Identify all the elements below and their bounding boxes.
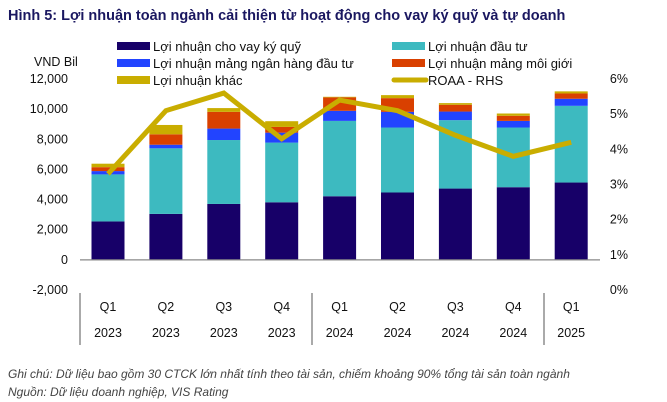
bar-segment [438,188,472,260]
bar-segment [265,142,299,203]
bar-segment [91,167,125,172]
bar-segment [323,196,357,260]
bar-segment [91,221,125,260]
y-tick-label: 2,000 [37,223,68,237]
bar-segment [265,121,299,127]
y-tick-label: 8,000 [37,132,68,146]
legend-swatch [117,42,150,50]
footnote: Ghi chú: Dữ liệu bao gồm 30 CTCK lớn nhấ… [8,367,570,381]
bar-segment [554,98,588,106]
bar-segment [381,127,414,193]
x-tick-year: 2023 [152,326,180,340]
bar-segment [323,96,357,98]
bar-segment [149,144,183,149]
y-tick-label: 0 [61,253,68,267]
x-tick-quarter: Q3 [215,300,232,314]
legend-label: Lợi nhuận mảng ngân hàng đầu tư [153,56,354,71]
bar-segment [207,140,241,204]
bar-segment [554,93,588,99]
y-tick-label: 4,000 [37,193,68,207]
x-tick-quarter: Q1 [331,300,348,314]
legend: Lợi nhuận cho vay ký quỹ Lợi nhuận đầu tư… [117,39,572,88]
bars [91,91,588,260]
roaa-polyline [106,90,572,176]
bar-segment [496,113,530,116]
legend-swatch [392,59,425,67]
y-tick-label: 12,000 [30,72,68,86]
bar-segment [207,111,241,129]
bar-segment [149,213,183,260]
bar-segment [438,111,472,121]
x-tick-year: 2024 [499,326,527,340]
y-tick-label: 10,000 [30,102,68,116]
x-tick-quarter: Q4 [505,300,522,314]
x-tick-year: 2025 [557,326,585,340]
y2-tick-label: 0% [610,283,628,297]
legend-swatch [117,76,150,84]
legend-label: Lợi nhuận khác [153,73,243,88]
legend-swatch [392,42,425,50]
bar-segment [496,187,530,260]
y-axis-label: VND Bil [34,55,78,69]
legend-label: Lợi nhuận cho vay ký quỹ [153,39,302,54]
y2-tick-label: 1% [610,248,628,262]
bar-segment [438,103,472,105]
bar-segment [554,91,588,94]
bar-segment [207,203,241,260]
bar-segment [381,192,414,260]
bar-segment [438,104,472,112]
x-tick-year: 2024 [384,326,412,340]
x-tick-quarter: Q4 [273,300,290,314]
x-tick-quarter: Q1 [100,300,117,314]
bar-segment [207,108,241,112]
bar-segment [91,174,125,222]
y2-tick-label: 5% [610,107,628,121]
y-tick-label: 6,000 [37,162,68,176]
x-tick-year: 2023 [268,326,296,340]
x-tick-quarter: Q1 [563,300,580,314]
bar-segment [207,128,241,141]
bar-segment [323,120,357,197]
y2-tick-label: 6% [610,72,628,86]
y2-tick-label: 2% [610,213,628,227]
bar-segment [265,202,299,260]
axes: 12,000 10,000 8,000 6,000 4,000 2,000 0 -2,000 6… [30,72,628,345]
x-tick-year: 2024 [441,326,469,340]
x-tick-year: 2023 [94,326,122,340]
legend-label: ROAA - RHS [428,73,503,88]
bar-segment [265,126,299,133]
x-tick-quarter: Q2 [158,300,175,314]
x-tick-quarter: Q2 [389,300,406,314]
bar-segment [149,148,183,214]
y2-tick-label: 4% [610,142,628,156]
bar-segment [149,134,183,145]
legend-label: Lợi nhuận mảng môi giới [428,56,572,71]
bar-segment [91,163,125,168]
bar-segment [496,115,530,121]
bar-segment [381,95,414,99]
x-tick-year: 2023 [210,326,238,340]
bar-segment [323,110,357,121]
x-tick-quarter: Q3 [447,300,464,314]
source-note: Nguồn: Dữ liệu doanh nghiệp, VIS Rating [8,385,229,399]
y-tick-label: -2,000 [33,283,68,297]
legend-label: Lợi nhuận đầu tư [428,39,528,54]
y2-tick-label: 3% [610,178,628,192]
legend-swatch [117,59,150,67]
bar-segment [496,120,530,128]
roaa-line [106,90,572,176]
bar-segment [149,124,183,135]
chart-title: Hình 5: Lợi nhuận toàn ngành cải thiện t… [8,8,565,24]
bar-segment [554,182,588,260]
x-tick-year: 2024 [326,326,354,340]
